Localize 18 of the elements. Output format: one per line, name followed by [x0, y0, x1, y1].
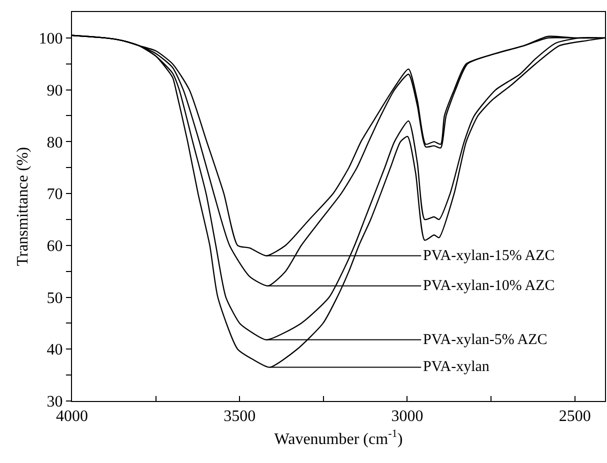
y-tick-label: 90: [46, 82, 63, 100]
annotation: PVA-xylan-15% AZC: [423, 248, 555, 264]
y-tick-label: 50: [46, 290, 63, 307]
y-axis-title: Transmittance (%): [14, 147, 32, 266]
y-tick-label: 40: [46, 342, 63, 359]
annotation: PVA-xylan-10% AZC: [423, 278, 555, 294]
y-tick-label: 60: [46, 238, 63, 255]
y-tick-label: 100: [38, 30, 63, 48]
x-tick-label: 2500: [558, 408, 591, 426]
annotation: PVA-xylan-5% AZC: [423, 332, 548, 348]
x-axis-title: Wavenumber (cm$^{-1}$): [274, 428, 403, 448]
x-tick-label: 3500: [224, 408, 256, 426]
annotation: PVA-xylan: [423, 359, 490, 375]
y-tick-label: 30: [46, 394, 63, 411]
x-tick-label: 4000: [56, 408, 88, 426]
y-tick-label: 80: [46, 134, 63, 152]
x-tick-label: 3000: [391, 408, 424, 426]
y-tick-label: 70: [46, 186, 63, 204]
